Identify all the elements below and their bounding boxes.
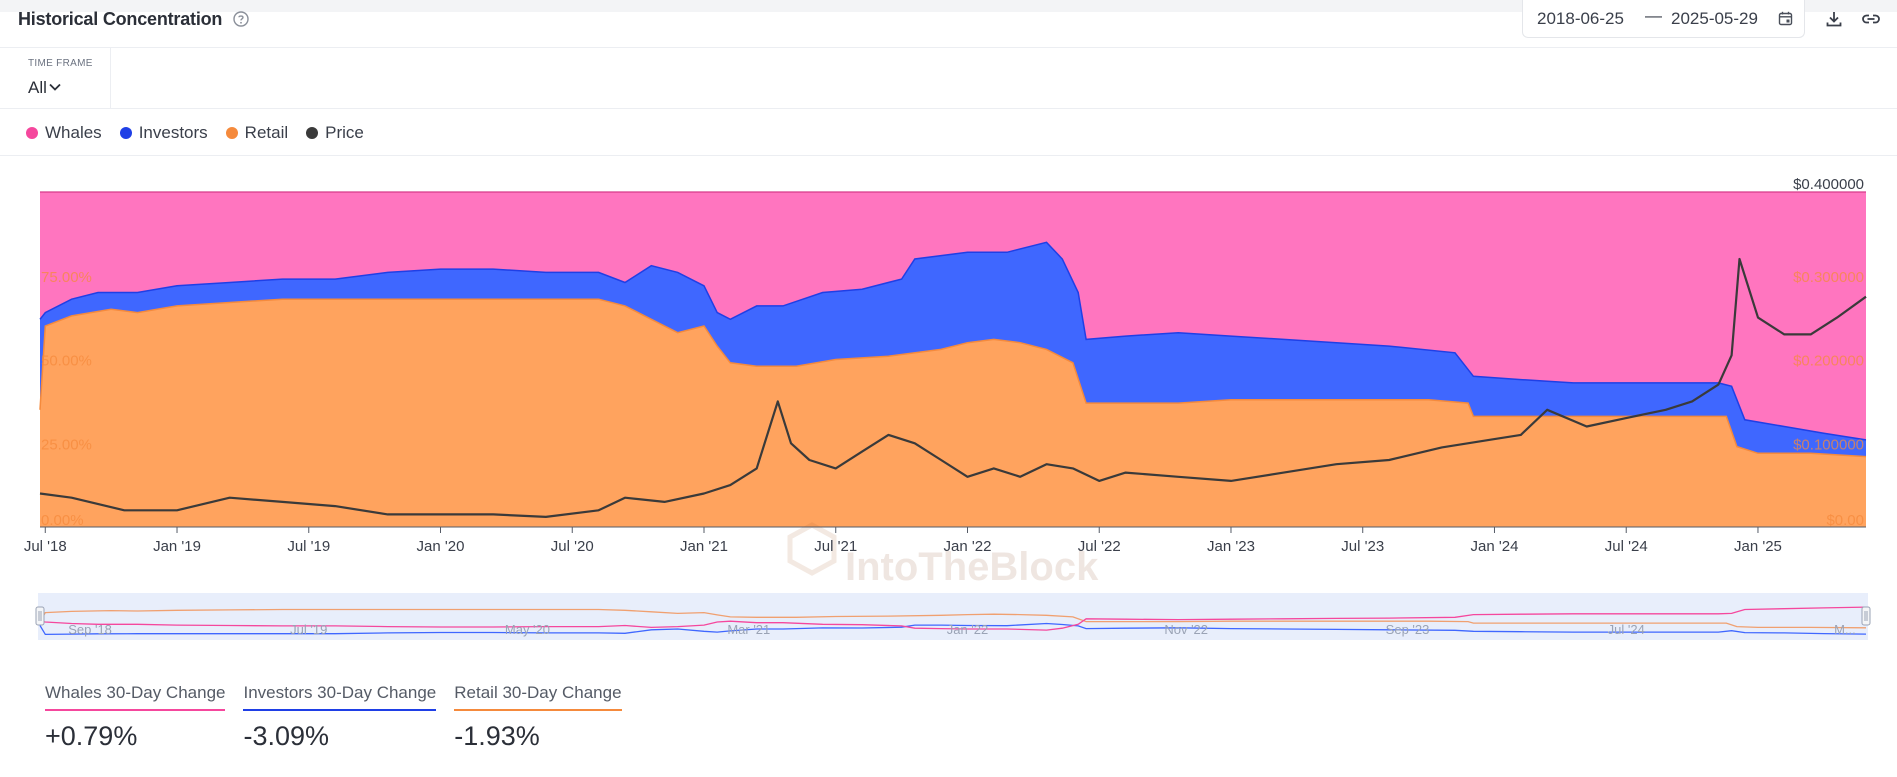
help-icon[interactable] — [232, 10, 250, 28]
x-tick-label: Jul '22 — [1078, 538, 1121, 555]
y-right-tick-label: $0.00 — [1826, 512, 1864, 529]
x-tick-label: Jan '25 — [1734, 538, 1782, 555]
x-tick-label: Jan '19 — [153, 538, 201, 555]
retail-area — [40, 299, 1866, 527]
investors-boundary-line — [39, 241, 1867, 441]
stat-value: +0.79% — [45, 721, 138, 751]
navigator-tick-label: Sep '23 — [1386, 622, 1430, 637]
x-tick-label: Jul '21 — [814, 538, 857, 555]
stat-investors: Investors 30-Day Change -3.09% — [243, 683, 437, 752]
stat-whales: Whales 30-Day Change +0.79% — [45, 683, 226, 752]
stat-label: Retail 30-Day Change — [454, 683, 622, 711]
whales-dot-icon — [26, 127, 38, 139]
widget-title: Historical Concentration — [18, 9, 223, 29]
x-tick-label: Jan '20 — [417, 538, 465, 555]
navigator-tick-label: Jul '19 — [290, 622, 327, 637]
x-tick-label: Jul '23 — [1341, 538, 1384, 555]
date-range-picker[interactable]: 2018-06-25 — 2025-05-29 — [1522, 0, 1805, 38]
date-end[interactable]: 2025-05-29 — [1671, 9, 1758, 28]
navigator-tick-label: Sep '18 — [68, 622, 112, 637]
link-icon[interactable] — [1860, 9, 1882, 29]
stat-label: Whales 30-Day Change — [45, 683, 226, 711]
chart-legend: Whales Investors Retail Price — [26, 121, 382, 145]
navigator-tick-label: Mar '21 — [727, 622, 770, 637]
divider — [0, 155, 1897, 156]
y-left-tick-label: 50.00% — [41, 353, 92, 370]
download-icon[interactable] — [1824, 9, 1844, 29]
stat-label: Investors 30-Day Change — [243, 683, 437, 711]
top-band — [0, 0, 1897, 12]
concentration-chart: IntoTheBlock 0.00% 25.00% 50.00% 75.00% $0.00… — [24, 176, 1871, 640]
watermark-logo: IntoTheBlock — [787, 522, 1099, 589]
watermark-icon — [787, 522, 837, 576]
y-right-tick-label: $0.300000 — [1793, 269, 1864, 286]
x-tick-label: Jul '18 — [24, 538, 67, 555]
handle-icon — [35, 606, 45, 626]
investors-dot-icon — [119, 127, 132, 139]
x-tick-label: Jul '19 — [287, 538, 330, 555]
legend-item-investors[interactable]: Investors — [119, 123, 208, 143]
x-tick-label: Jan '23 — [1207, 538, 1255, 555]
stats-row: Whales 30-Day Change +0.79% Investors 30… — [45, 683, 640, 752]
x-tick-label: Jan '22 — [944, 538, 992, 555]
navigator-tick-label: Jul '24 — [1608, 622, 1645, 637]
time-frame-value[interactable]: All — [28, 78, 47, 97]
navigator-tick-label: Jan '22 — [947, 622, 989, 637]
time-frame-label: TIME FRAME — [28, 58, 93, 69]
navigator-tick-label: Nov '22 — [1164, 622, 1208, 637]
price-dot-icon — [306, 127, 319, 139]
handle-icon — [1861, 606, 1871, 626]
navigator-tick-label: M... — [1834, 622, 1856, 637]
stat-value: -3.09% — [243, 721, 330, 751]
y-right-tick-label: $0.400000 — [1793, 176, 1864, 193]
divider — [0, 108, 1897, 109]
x-tick-label: Jul '20 — [551, 538, 594, 555]
legend-label: Price — [325, 123, 364, 142]
legend-item-retail[interactable]: Retail — [225, 123, 289, 143]
stat-value: -1.93% — [454, 721, 540, 751]
x-tick-label: Jul '24 — [1605, 538, 1648, 555]
navigator-right-handle[interactable] — [1861, 606, 1871, 626]
navigator-whales-line — [39, 606, 1867, 631]
legend-item-price[interactable]: Price — [306, 123, 364, 143]
x-tick-label: Jan '24 — [1471, 538, 1519, 555]
legend-label: Whales — [45, 123, 102, 142]
navigator-left-handle[interactable] — [35, 606, 45, 626]
x-tick-label: Jan '21 — [680, 538, 728, 555]
watermark-text: IntoTheBlock — [845, 545, 1099, 589]
legend-label: Retail — [244, 123, 289, 142]
navigator-tick-label: May '20 — [505, 622, 550, 637]
legend-label: Investors — [138, 123, 208, 142]
y-left-tick-label: 0.00% — [41, 512, 84, 529]
widget-header: Historical Concentration 2018-06-25 — 20… — [0, 0, 1897, 48]
stat-retail: Retail 30-Day Change -1.93% — [454, 683, 622, 752]
y-left-tick-label: 25.00% — [41, 436, 92, 453]
y-left-tick-label: 75.00% — [41, 269, 92, 286]
legend-item-whales[interactable]: Whales — [26, 123, 102, 143]
retail-dot-icon — [225, 127, 238, 139]
y-right-tick-label: $0.200000 — [1793, 353, 1864, 370]
chevron-down-icon[interactable] — [48, 81, 62, 93]
y-right-tick-label: $0.100000 — [1793, 436, 1864, 453]
navigator-investors-line — [39, 622, 1867, 636]
calendar-icon[interactable] — [1778, 11, 1793, 26]
price-line — [39, 257, 1867, 518]
date-start[interactable]: 2018-06-25 — [1537, 9, 1624, 28]
navigator-retail-line — [39, 608, 1867, 629]
retail-boundary-line — [39, 298, 1867, 458]
date-separator: — — [1645, 6, 1662, 25]
time-frame-selector[interactable]: TIME FRAME All — [0, 48, 111, 108]
